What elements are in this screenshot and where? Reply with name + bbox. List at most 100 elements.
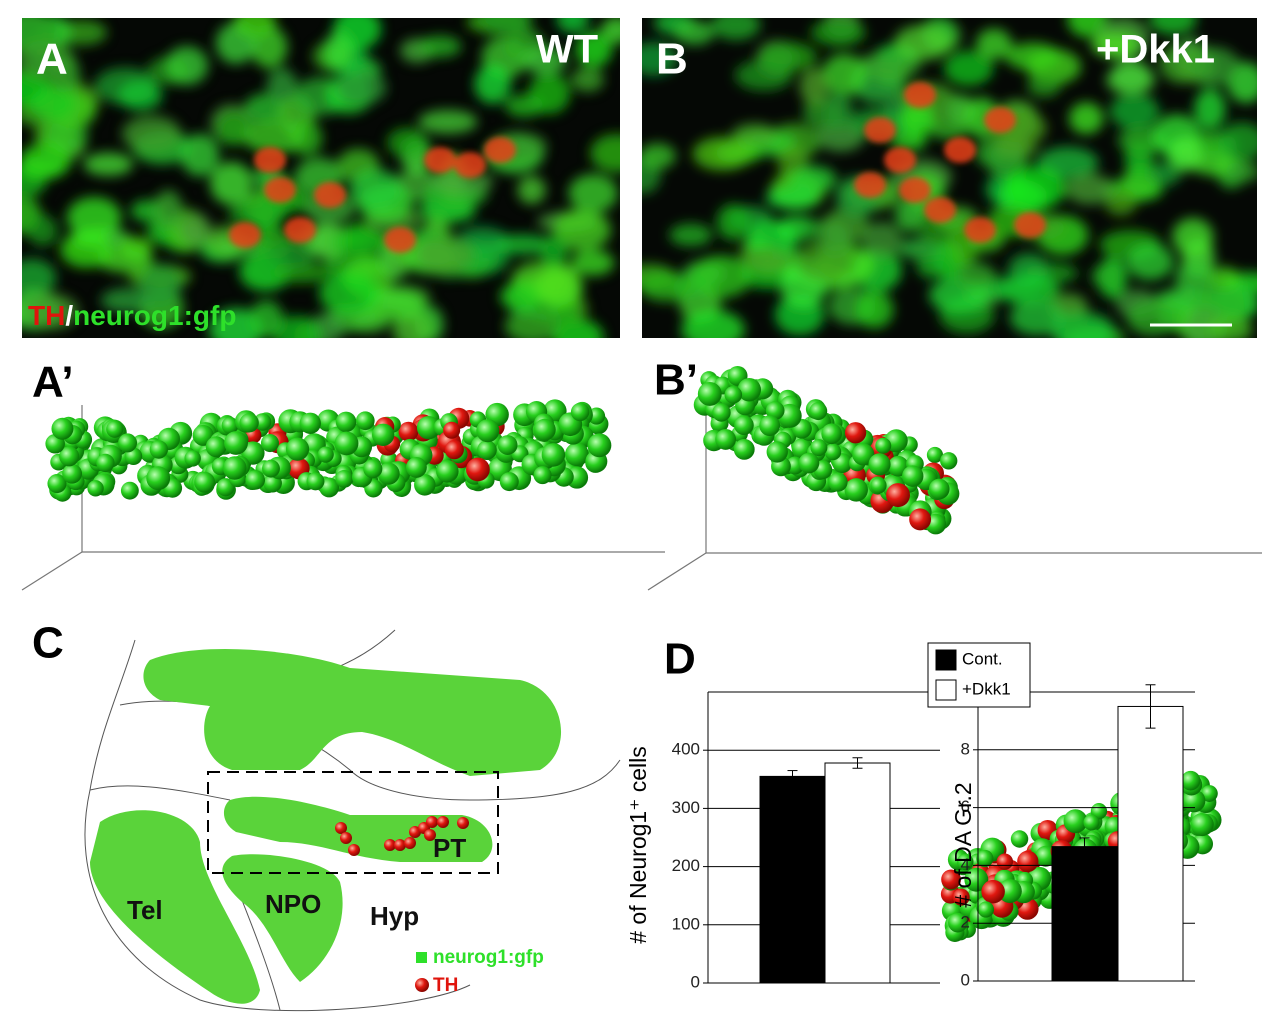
inset-box [207,771,499,874]
sphere [1201,785,1218,802]
bar-charts: 0 100 200 300 400 # of Neurog1⁺ cells 0 2 4 6 8 # o… [625,642,1195,991]
gfp-cell [862,221,902,259]
panel-label: B [656,35,688,84]
sphere [821,423,842,445]
gfp-cell [60,231,113,268]
gfp-cell [1091,263,1123,289]
gfp-cell [1109,93,1160,130]
gfp-cell [83,152,133,176]
th-cell [904,82,936,108]
gfp-cell [810,19,866,47]
legend-swatch [935,649,957,671]
th-cell [454,152,486,178]
gfp-cell [244,119,305,155]
sphere [964,867,989,892]
sphere [477,440,497,460]
sphere [118,433,138,453]
gfp-cell [1207,316,1253,338]
gfp-cell [824,91,854,131]
gfp-cell [66,196,122,239]
legend-swatch [416,952,427,963]
gfp-cell [855,290,894,329]
sphere [909,508,932,531]
region-label: PT [433,833,466,863]
sphere [476,419,500,443]
sphere [47,474,67,494]
sphere [1180,770,1201,791]
sphere [587,433,612,458]
legend-label: neurog1:gfp [433,947,544,968]
y-tick-label: 300 [672,798,700,817]
sphere [733,438,755,460]
gfp-cell [24,293,79,330]
gfp-cell [1126,243,1174,281]
bar [1051,846,1118,982]
gfp-cell [319,272,381,315]
sphere [875,437,892,454]
y-tick-label: 8 [961,739,970,758]
sphere [262,459,280,478]
sphere [335,411,357,433]
gfp-cell [642,41,678,77]
th-cell [984,107,1016,133]
sphere [444,440,464,460]
gfp-cell [575,31,613,68]
gfp-cell [1224,160,1257,183]
sphere [870,477,887,494]
gfp-cell [943,50,994,86]
gfp-cell [22,143,72,179]
sphere [737,378,762,402]
sphere [87,480,104,497]
th-cell [899,177,931,203]
y-axis-label: # of Neurog1⁺ cells [625,746,651,944]
gfp-cell [165,46,209,86]
gfp-cell [553,318,604,338]
sphere [59,446,80,467]
sphere [734,415,754,436]
th-cell [229,222,261,248]
sphere [948,912,968,933]
gfp-cell [900,99,934,139]
gfp-cell [895,196,924,232]
gfp-cell [1194,88,1226,130]
sphere [205,436,227,458]
sphere [533,466,552,485]
th-cells [229,137,516,253]
sphere [377,462,400,485]
legend: Cont. +Dkk1 [927,642,1031,708]
sphere [886,483,910,508]
gfp-cell [228,199,288,228]
gfp-cell [1126,299,1178,336]
y-tick-label: 400 [672,740,700,759]
gfp-cell [691,255,752,298]
gfp-cell [553,208,611,251]
gfp-cell [539,235,568,268]
sphere [766,441,788,463]
sphere [844,478,868,502]
gfp-cell [416,236,474,274]
panel-label: D [664,635,696,684]
stain-red: TH [28,300,65,331]
sphere [940,452,958,470]
micrograph-b-cells [642,18,1257,338]
gfp-cell [817,220,852,256]
sphere [499,472,519,492]
th-cell [424,147,456,173]
sphere [443,421,461,439]
sphere [844,422,867,444]
sphere [245,470,266,490]
gfp-cell [642,272,696,302]
sphere [1063,809,1088,834]
sphere [997,879,1022,904]
sphere [981,879,1005,904]
gfp-cell [674,20,715,45]
gfp-cell [1186,46,1240,87]
sphere [466,457,490,482]
sphere [798,452,820,474]
gfp-cell [180,213,212,247]
sphere [1083,814,1100,831]
bar [824,762,891,984]
sphere [194,471,216,493]
bar [759,775,826,984]
sphere [253,413,272,431]
